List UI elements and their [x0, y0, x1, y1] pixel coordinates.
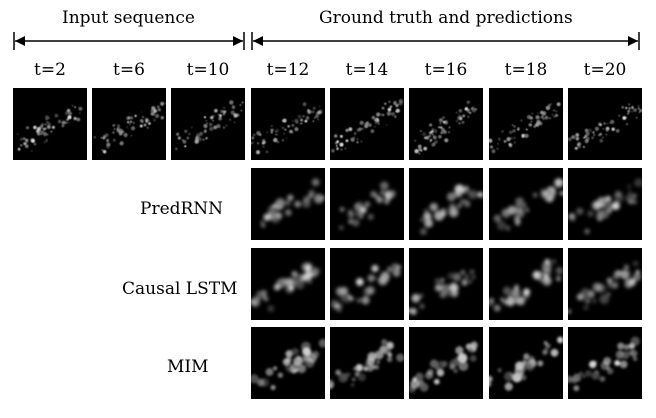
timestep-label-t16: t=16 — [424, 60, 468, 80]
timestep-label-t2: t=2 — [34, 60, 66, 80]
predrnn-frame-t14 — [330, 168, 404, 240]
input-sequence-arrow — [12, 30, 246, 52]
mim-frame-t18 — [489, 327, 563, 399]
timestep-label-t12: t=12 — [266, 60, 310, 80]
causal-lstm-frame-t12 — [251, 248, 325, 320]
timestep-label-t20: t=20 — [583, 60, 627, 80]
timestep-label-t10: t=10 — [186, 60, 230, 80]
ground-truth-frame-t6 — [92, 88, 166, 160]
ground-truth-frame-t10 — [171, 88, 245, 160]
input-sequence-header: Input sequence — [62, 8, 195, 28]
mim-frame-t20 — [568, 327, 642, 399]
causal-lstm-frame-t20 — [568, 248, 642, 320]
ground-truth-frame-t12 — [251, 88, 325, 160]
mim-frame-t14 — [330, 327, 404, 399]
predrnn-frame-t16 — [409, 168, 483, 240]
timestep-label-t6: t=6 — [113, 60, 145, 80]
ground-truth-frame-t2 — [13, 88, 87, 160]
predrnn-frame-t20 — [568, 168, 642, 240]
predrnn-frame-t12 — [251, 168, 325, 240]
timestep-label-t14: t=14 — [345, 60, 389, 80]
ground-truth-header: Ground truth and predictions — [319, 8, 573, 28]
causal-lstm-frame-t14 — [330, 248, 404, 320]
ground-truth-frame-t14 — [330, 88, 404, 160]
ground-truth-frame-t16 — [409, 88, 483, 160]
causal-lstm-frame-t18 — [489, 248, 563, 320]
ground-truth-frame-t18 — [489, 88, 563, 160]
ground-truth-frame-t20 — [568, 88, 642, 160]
predrnn-frame-t18 — [489, 168, 563, 240]
mim-frame-t12 — [251, 327, 325, 399]
timestep-label-t18: t=18 — [504, 60, 548, 80]
ground-truth-arrow — [250, 30, 642, 52]
row-label-predrnn: PredRNN — [140, 199, 224, 219]
row-label-causal-lstm: Causal LSTM — [122, 279, 238, 299]
mim-frame-t16 — [409, 327, 483, 399]
row-label-mim: MIM — [167, 357, 209, 377]
causal-lstm-frame-t16 — [409, 248, 483, 320]
